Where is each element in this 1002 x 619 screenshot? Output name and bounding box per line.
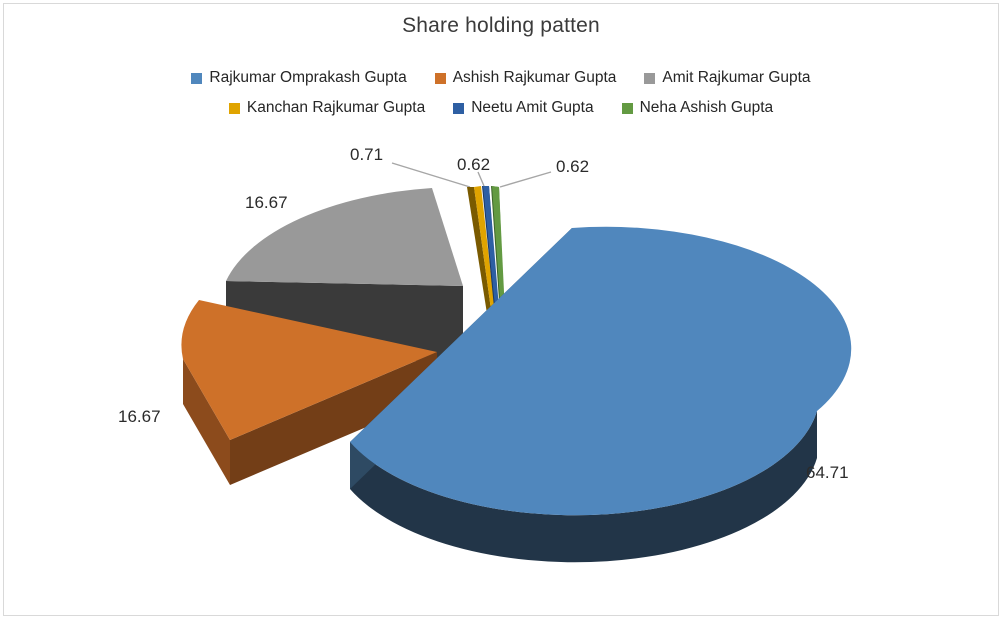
data-label-ashish: 16.67	[118, 407, 161, 426]
data-label-neha: 0.62	[556, 157, 590, 176]
legend-row: Kanchan Rajkumar Gupta Neetu Amit Gupta …	[0, 93, 1002, 123]
legend-row: Rajkumar Omprakash Gupta Ashish Rajkumar…	[0, 63, 1002, 93]
pie-slice-top-orange	[181, 300, 437, 440]
legend-item-label: Kanchan Rajkumar Gupta	[246, 99, 426, 116]
pie-slice-rajkumar-omprakash-gupta[interactable]	[350, 226, 852, 563]
legend-swatch-icon	[644, 72, 656, 84]
leader-line-gold	[391, 162, 471, 188]
page-title: Share holding patten	[402, 14, 600, 37]
legend-item-label: Amit Rajkumar Gupta	[662, 69, 811, 86]
legend-item-ashish-rajkumar-gupta[interactable]: Ashish Rajkumar Gupta	[434, 69, 617, 87]
data-label-amit: 16.67	[245, 193, 288, 212]
legend-item-label: Neha Ashish Gupta	[639, 99, 774, 116]
legend-swatch-icon	[453, 102, 465, 114]
legend-swatch-icon	[191, 72, 203, 84]
legend-swatch-icon	[228, 102, 240, 114]
chart-legend: Rajkumar Omprakash Gupta Ashish Rajkumar…	[0, 63, 1002, 123]
legend-swatch-icon	[621, 102, 633, 114]
pie-slice-side-orange-front	[230, 352, 437, 485]
legend-item-label: Rajkumar Omprakash Gupta	[209, 69, 407, 86]
data-label-rajkumar: 64.71	[806, 463, 849, 482]
legend-item-amit-rajkumar-gupta[interactable]: Amit Rajkumar Gupta	[644, 69, 811, 87]
pie-slice-side-blue	[350, 411, 817, 563]
pie-slice-ashish-rajkumar-gupta[interactable]	[181, 300, 437, 485]
pie-slice-side-orange-left	[183, 359, 230, 485]
legend-item-rajkumar-omprakash-gupta[interactable]: Rajkumar Omprakash Gupta	[191, 69, 407, 87]
legend-item-label: Neetu Amit Gupta	[471, 99, 594, 116]
legend-item-neetu-amit-gupta[interactable]: Neetu Amit Gupta	[453, 99, 594, 117]
leader-line-navy	[477, 171, 485, 187]
leader-lines	[391, 162, 552, 188]
legend-item-kanchan-rajkumar-gupta[interactable]: Kanchan Rajkumar Gupta	[228, 99, 426, 117]
legend-item-neha-ashish-gupta[interactable]: Neha Ashish Gupta	[621, 99, 774, 117]
leader-line-green	[499, 171, 552, 188]
data-label-neetu: 0.62	[457, 155, 491, 174]
legend-swatch-icon	[434, 72, 446, 84]
pie-slice-top-blue	[350, 226, 852, 516]
pie-slice-top-gray	[226, 188, 463, 286]
data-label-kanchan: 0.71	[350, 145, 384, 164]
legend-item-label: Ashish Rajkumar Gupta	[452, 69, 617, 86]
